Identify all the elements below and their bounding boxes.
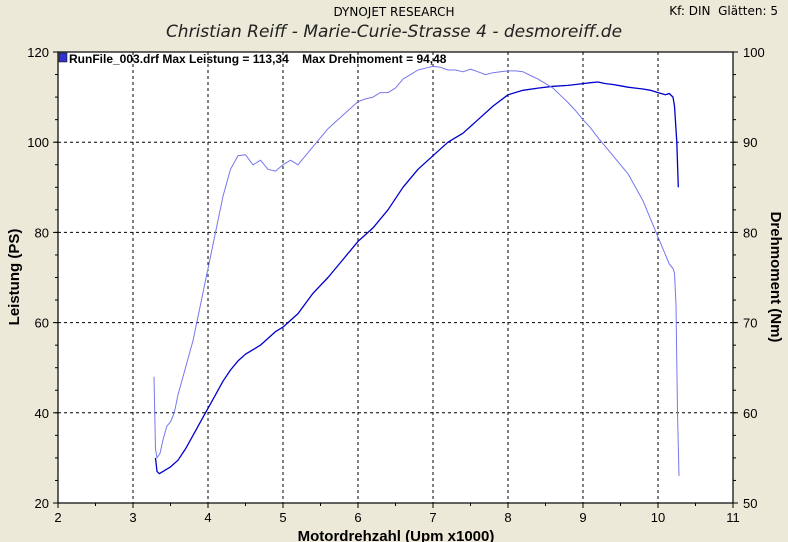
torque-series-line <box>153 65 680 476</box>
y-tick-label-left: 80 <box>35 225 49 240</box>
y-tick-label-left: 60 <box>35 316 49 331</box>
y-tick-label-right: 80 <box>743 225 757 240</box>
x-tick-label: 6 <box>354 510 361 525</box>
x-tick-label: 10 <box>651 510 665 525</box>
x-tick-label: 9 <box>579 510 586 525</box>
company-name: DYNOJET RESEARCH <box>333 5 455 19</box>
x-tick-label: 8 <box>504 510 511 525</box>
x-tick-label: 11 <box>726 510 740 525</box>
y-axis-label-left: Leistung (PS) <box>6 229 23 326</box>
y-tick-label-left: 100 <box>27 135 49 150</box>
legend: RunFile_003.drf Max Leistung = 113,34 Ma… <box>58 52 447 66</box>
x-tick-label: 3 <box>129 510 136 525</box>
legend-swatch <box>58 52 68 63</box>
ticks: 2 3 4 5 6 7 8 9 10 11 20 40 60 80 100 120 50 60 70 80 90 100 <box>27 45 764 525</box>
power-series-line <box>154 81 679 475</box>
y-axis-label-right: Drehmoment (Nm) <box>767 212 784 343</box>
y-tick-label-left: 120 <box>27 45 49 60</box>
x-tick-label: 7 <box>429 510 436 525</box>
legend-text: RunFile_003.drf Max Leistung = 113,34 Ma… <box>69 52 447 66</box>
y-tick-label-left: 40 <box>35 406 49 421</box>
y-tick-label-right: 100 <box>743 45 765 60</box>
plot-area <box>58 52 733 503</box>
x-axis-label: Motordrehzahl (Upm x1000) <box>298 528 495 542</box>
y-tick-label-right: 70 <box>743 316 757 331</box>
y-tick-label-right: 50 <box>743 496 757 511</box>
x-tick-label: 2 <box>54 510 61 525</box>
grid <box>58 52 733 503</box>
y-tick-label-right: 90 <box>743 135 757 150</box>
chart-subtitle: Christian Reiff - Marie-Curie-Strasse 4 … <box>165 22 623 42</box>
x-tick-label: 4 <box>204 510 211 525</box>
y-tick-label-right: 60 <box>743 406 757 421</box>
x-tick-label: 5 <box>279 510 286 525</box>
y-tick-label-left: 20 <box>35 496 49 511</box>
settings-readout: Kf: DIN Glätten: 5 <box>669 4 778 18</box>
series-layer <box>153 65 680 476</box>
